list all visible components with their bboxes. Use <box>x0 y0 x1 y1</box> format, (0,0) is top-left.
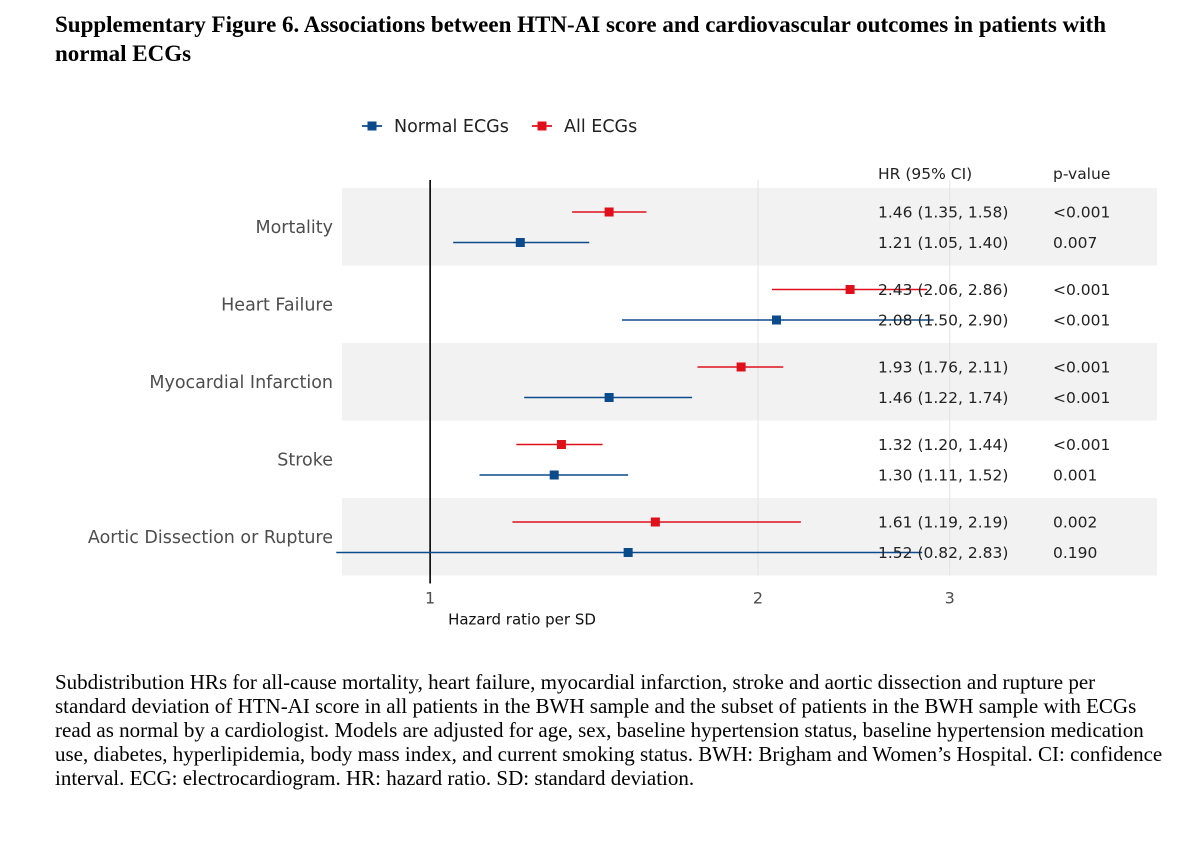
hr-header: HR (95% CI) <box>878 165 972 183</box>
x-axis: 1 2 3 Hazard ratio per SD <box>425 589 955 629</box>
p-value: 0.190 <box>1053 544 1097 562</box>
x-axis-label: Hazard ratio per SD <box>448 611 596 629</box>
point-estimate <box>549 470 559 480</box>
point-estimate <box>604 393 614 402</box>
x-tick-label: 3 <box>945 589 955 608</box>
legend-key-marker <box>537 121 547 131</box>
point-estimate <box>556 440 566 449</box>
outcome-label: Heart Failure <box>221 295 333 315</box>
outcome-label: Aortic Dissection or Rupture <box>88 528 333 548</box>
row-band <box>342 498 1157 576</box>
hr-value: 1.46 (1.35, 1.58) <box>878 204 1008 222</box>
hr-value: 2.08 (1.50, 2.90) <box>878 312 1008 330</box>
legend: Normal ECGs All ECGs <box>362 117 637 137</box>
p-value: <0.001 <box>1053 359 1110 377</box>
p-value: <0.001 <box>1053 204 1110 222</box>
legend-label: All ECGs <box>564 117 637 137</box>
p-value: <0.001 <box>1053 312 1110 330</box>
legend-label: Normal ECGs <box>394 117 509 137</box>
p-header: p-value <box>1053 165 1110 183</box>
p-value: 0.002 <box>1053 514 1097 532</box>
plot-marks <box>336 180 934 584</box>
point-estimate <box>650 517 660 527</box>
row-band <box>342 188 1157 266</box>
point-estimate <box>845 285 855 294</box>
point-estimate <box>623 548 633 557</box>
point-estimate <box>604 207 614 217</box>
hr-value: 1.21 (1.05, 1.40) <box>878 234 1008 252</box>
legend-key-marker <box>367 121 377 131</box>
hr-value: 1.61 (1.19, 2.19) <box>878 514 1008 532</box>
x-tick-label: 1 <box>425 589 435 608</box>
outcome-label: Mortality <box>255 218 333 238</box>
row-bands <box>342 188 1157 576</box>
point-estimate <box>772 315 782 325</box>
hr-value: 1.93 (1.76, 2.11) <box>878 359 1008 377</box>
figure-caption: Subdistribution HRs for all-cause mortal… <box>55 670 1163 790</box>
figure-title: Supplementary Figure 6. Associations bet… <box>55 12 1106 66</box>
point-estimate <box>515 238 525 247</box>
row-band <box>342 343 1157 421</box>
hr-value: 1.30 (1.11, 1.52) <box>878 467 1008 485</box>
p-value: <0.001 <box>1053 436 1110 454</box>
x-tick-label: 2 <box>753 589 763 608</box>
outcome-label: Stroke <box>277 450 333 470</box>
point-estimate <box>736 362 746 372</box>
p-value: 0.001 <box>1053 467 1097 485</box>
hr-value: 2.43 (2.06, 2.86) <box>878 281 1008 299</box>
outcome-label: Myocardial Infarction <box>149 373 333 393</box>
hr-value: 1.46 (1.22, 1.74) <box>878 389 1008 407</box>
hr-table: HR (95% CI) p-value 1.46 (1.35, 1.58) <0.00… <box>878 165 1110 562</box>
hr-value: 1.52 (0.82, 2.83) <box>878 544 1008 562</box>
p-value: <0.001 <box>1053 389 1110 407</box>
forest-plot: Mortality Heart Failure Myocardial Infarct… <box>88 117 1157 629</box>
outcome-labels: Mortality Heart Failure Myocardial Infarct… <box>88 218 333 548</box>
hr-value: 1.32 (1.20, 1.44) <box>878 436 1008 454</box>
p-value: 0.007 <box>1053 234 1097 252</box>
p-value: <0.001 <box>1053 281 1110 299</box>
vertical-gridlines <box>757 180 951 576</box>
